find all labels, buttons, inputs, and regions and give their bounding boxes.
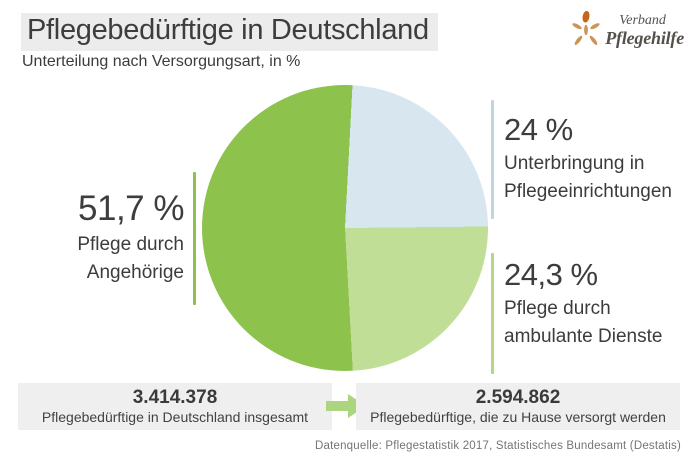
stat-home-box: 2.594.862 Pflegebedürftige, die zu Hause… [356,383,680,430]
stat-home-number: 2.594.862 [475,386,561,408]
label-angehoerige-line2: Angehörige [86,262,184,283]
callout-ambulante-dienste: 24,3 % Pflege durch ambulante Dienste [504,259,662,346]
value-ambulante-dienste: 24,3 % [504,257,598,292]
stat-home-caption: Pflegebedürftige, die zu Hause versorgt … [370,408,666,425]
plant-person-icon [572,10,600,45]
accent-line-angehoerige [193,172,196,305]
stat-total-caption: Pflegebedürftige in Deutschland insgesam… [41,408,309,425]
label-pflegeeinrichtungen-line1: Unterbringung in [504,153,645,174]
callout-pflegeeinrichtungen: 24 % Unterbringung in Pflegeeinrichtunge… [504,114,672,201]
callout-angehoerige: 51,7 % Pflege durch Angehörige [77,191,184,282]
label-ambulante-dienste-line1: Pflege durch [504,298,611,319]
verband-pflegehilfe-logo: Verband Pflegehilfe [569,9,684,49]
page-title: Pflegebedürftige in Deutschland [21,13,438,51]
logo-wordmark: Verband Pflegehilfe [605,9,684,48]
accent-line-pflegeeinrichtungen [491,100,494,219]
page-subtitle: Unterteilung nach Versorgungsart, in % [22,53,301,70]
label-pflegeeinrichtungen-line2: Pflegeeinrichtungen [504,181,672,202]
stat-total-box: 3.414.378 Pflegebedürftige in Deutschlan… [18,383,332,430]
pie-chart [202,85,488,371]
data-source-note: Datenquelle: Pflegestatistik 2017, Stati… [314,440,681,452]
value-pflegeeinrichtungen: 24 % [504,112,573,147]
label-ambulante-dienste-line2: ambulante Dienste [504,326,663,347]
logo-line1: Verband [619,13,666,28]
value-angehoerige: 51,7 % [78,189,184,228]
label-angehoerige-line1: Pflege durch [77,234,184,255]
logo-line2: Pflegehilfe [605,28,684,48]
stat-total-number: 3.414.378 [132,386,218,408]
accent-line-ambulante-dienste [491,253,494,374]
